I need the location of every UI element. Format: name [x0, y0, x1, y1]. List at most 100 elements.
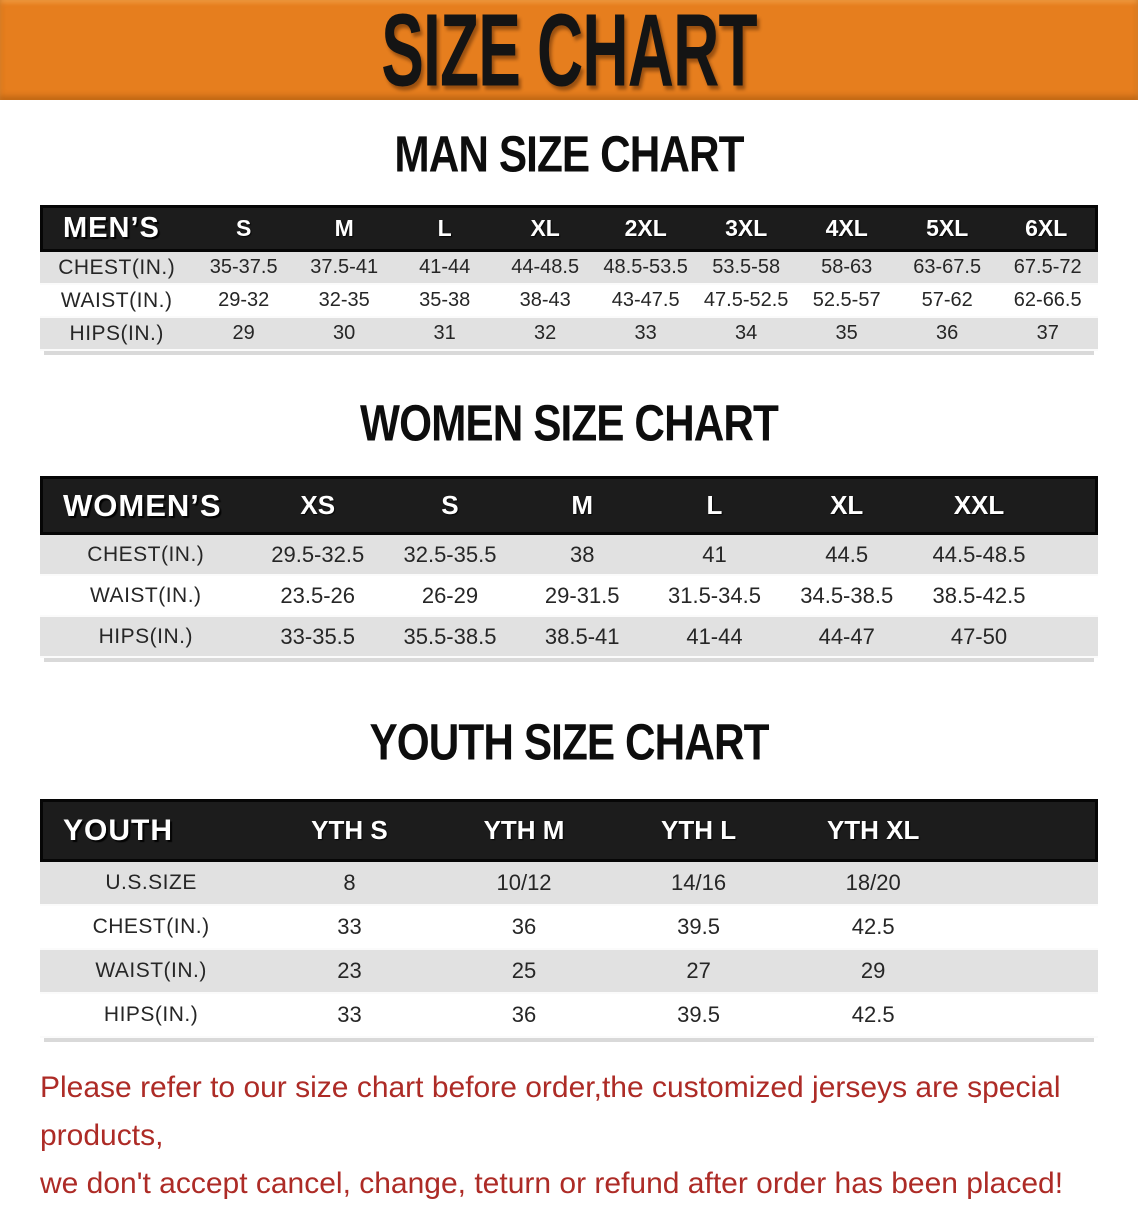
men-size-table-wrap: MEN’S S M L XL 2XL 3XL 4XL 5XL 6XL CHEST(IN.) 35-37…: [0, 205, 1138, 351]
row-spacer: [1045, 535, 1098, 576]
size-column-header: S: [383, 476, 517, 535]
measurement-row: U.S.SIZE 8 10/12 14/16 18/20: [40, 862, 1098, 906]
row-spacer: [1045, 617, 1098, 658]
measurement-value: 34: [695, 318, 797, 351]
measurement-value: 47.5-52.5: [695, 285, 797, 318]
measurement-value: 37.5-41: [293, 252, 395, 285]
measurement-label: WAIST(IN.): [40, 576, 252, 617]
measurement-value: 38.5-41: [516, 617, 649, 658]
size-column-header: L: [394, 205, 495, 252]
row-spacer: [960, 950, 1098, 994]
measurement-label: HIPS(IN.): [40, 617, 252, 658]
measurement-value: 29.5-32.5: [251, 535, 384, 576]
size-column-header: XL: [494, 205, 596, 252]
measurement-value: 39.5: [611, 906, 786, 950]
youth-size-table-wrap: YOUTH YTH S YTH M YTH L YTH XL U.S.SIZE 8 10/12…: [0, 799, 1138, 1038]
measurement-value: 23: [262, 950, 437, 994]
size-column-header: M: [516, 476, 649, 535]
size-column-header: XL: [780, 476, 913, 535]
size-column-header: 3XL: [695, 205, 797, 252]
measurement-value: 14/16: [611, 862, 786, 906]
youth-size-chart-heading: YOUTH SIZE CHART: [369, 713, 769, 771]
measurement-label: CHEST(IN.): [40, 535, 252, 576]
measurement-value: 30: [293, 318, 395, 351]
measurement-value: 18/20: [785, 862, 961, 906]
measurement-label: U.S.SIZE: [40, 862, 263, 906]
size-column-header: L: [648, 476, 781, 535]
measurement-value: 44.5: [780, 535, 913, 576]
size-chart-banner: SIZE CHART: [0, 0, 1138, 107]
measurement-row: HIPS(IN.) 33-35.5 35.5-38.5 38.5-41 41-44 44-…: [40, 617, 1098, 658]
measurement-value: 47-50: [912, 617, 1046, 658]
measurement-value: 63-67.5: [896, 252, 998, 285]
measurement-value: 35-37.5: [193, 252, 294, 285]
size-column-header: YTH M: [436, 799, 612, 862]
disclaimer-line-1: Please refer to our size chart before or…: [40, 1071, 1061, 1152]
men-size-table: MEN’S S M L XL 2XL 3XL 4XL 5XL 6XL CHEST(IN.) 35-37…: [40, 205, 1098, 351]
measurement-label: HIPS(IN.): [40, 994, 263, 1038]
header-spacer: [1045, 476, 1098, 535]
size-column-header: 4XL: [796, 205, 897, 252]
measurement-label: HIPS(IN.): [40, 318, 194, 351]
size-column-header: 5XL: [896, 205, 998, 252]
measurement-value: 35-38: [394, 285, 495, 318]
size-table-header-row: WOMEN’S XS S M L XL XXL: [40, 476, 1098, 535]
women-size-chart-heading: WOMEN SIZE CHART: [360, 394, 779, 452]
measurement-value: 29: [193, 318, 294, 351]
measurement-value: 41-44: [648, 617, 781, 658]
measurement-value: 32: [494, 318, 596, 351]
women-size-table: WOMEN’S XS S M L XL XXL CHEST(IN.) 29.5-32.5 32.5…: [40, 476, 1098, 658]
size-column-header: YTH S: [262, 799, 437, 862]
measurement-value: 41-44: [394, 252, 495, 285]
measurement-value: 48.5-53.5: [595, 252, 696, 285]
measurement-value: 35: [796, 318, 897, 351]
measurement-value: 27: [611, 950, 786, 994]
size-column-header: XXL: [912, 476, 1046, 535]
size-column-header: M: [293, 205, 395, 252]
measurement-row: WAIST(IN.) 23.5-26 26-29 29-31.5 31.5-34.5 34…: [40, 576, 1098, 617]
measurement-value: 53.5-58: [695, 252, 797, 285]
measurement-value: 31.5-34.5: [648, 576, 781, 617]
measurement-value: 36: [436, 906, 612, 950]
measurement-value: 44-48.5: [494, 252, 596, 285]
measurement-value: 57-62: [896, 285, 998, 318]
measurement-value: 36: [436, 994, 612, 1038]
measurement-label: CHEST(IN.): [40, 906, 263, 950]
measurement-value: 29-32: [193, 285, 294, 318]
measurement-value: 44-47: [780, 617, 913, 658]
measurement-label: WAIST(IN.): [40, 950, 263, 994]
women-size-table-wrap: WOMEN’S XS S M L XL XXL CHEST(IN.) 29.5-32.5 32.5…: [0, 476, 1138, 658]
header-spacer: [960, 799, 1098, 862]
measurement-value: 33: [262, 906, 437, 950]
measurement-value: 31: [394, 318, 495, 351]
measurement-row: CHEST(IN.) 33 36 39.5 42.5: [40, 906, 1098, 950]
measurement-value: 44.5-48.5: [912, 535, 1046, 576]
measurement-value: 37: [997, 318, 1098, 351]
measurement-value: 36: [896, 318, 998, 351]
measurement-row: WAIST(IN.) 23 25 27 29: [40, 950, 1098, 994]
measurement-value: 42.5: [785, 994, 961, 1038]
measurement-value: 62-66.5: [997, 285, 1098, 318]
row-spacer: [960, 862, 1098, 906]
measurement-value: 33-35.5: [251, 617, 384, 658]
measurement-value: 52.5-57: [796, 285, 897, 318]
table-group-label: MEN’S: [40, 205, 194, 252]
measurement-value: 38: [516, 535, 649, 576]
measurement-value: 58-63: [796, 252, 897, 285]
size-column-header: XS: [251, 476, 384, 535]
measurement-value: 42.5: [785, 906, 961, 950]
measurement-value: 26-29: [383, 576, 517, 617]
size-table-header-row: YOUTH YTH S YTH M YTH L YTH XL: [40, 799, 1098, 862]
measurement-value: 33: [595, 318, 696, 351]
measurement-value: 39.5: [611, 994, 786, 1038]
row-spacer: [960, 906, 1098, 950]
size-column-header: 2XL: [595, 205, 696, 252]
order-disclaimer: Please refer to our size chart before or…: [0, 1064, 1138, 1208]
measurement-value: 38-43: [494, 285, 596, 318]
youth-size-table: YOUTH YTH S YTH M YTH L YTH XL U.S.SIZE 8 10/12…: [40, 799, 1098, 1038]
table-group-label: YOUTH: [40, 799, 263, 862]
measurement-label: WAIST(IN.): [40, 285, 194, 318]
size-table-header-row: MEN’S S M L XL 2XL 3XL 4XL 5XL 6XL: [40, 205, 1098, 252]
measurement-value: 33: [262, 994, 437, 1038]
measurement-row: CHEST(IN.) 29.5-32.5 32.5-35.5 38 41 44.5 44.5…: [40, 535, 1098, 576]
